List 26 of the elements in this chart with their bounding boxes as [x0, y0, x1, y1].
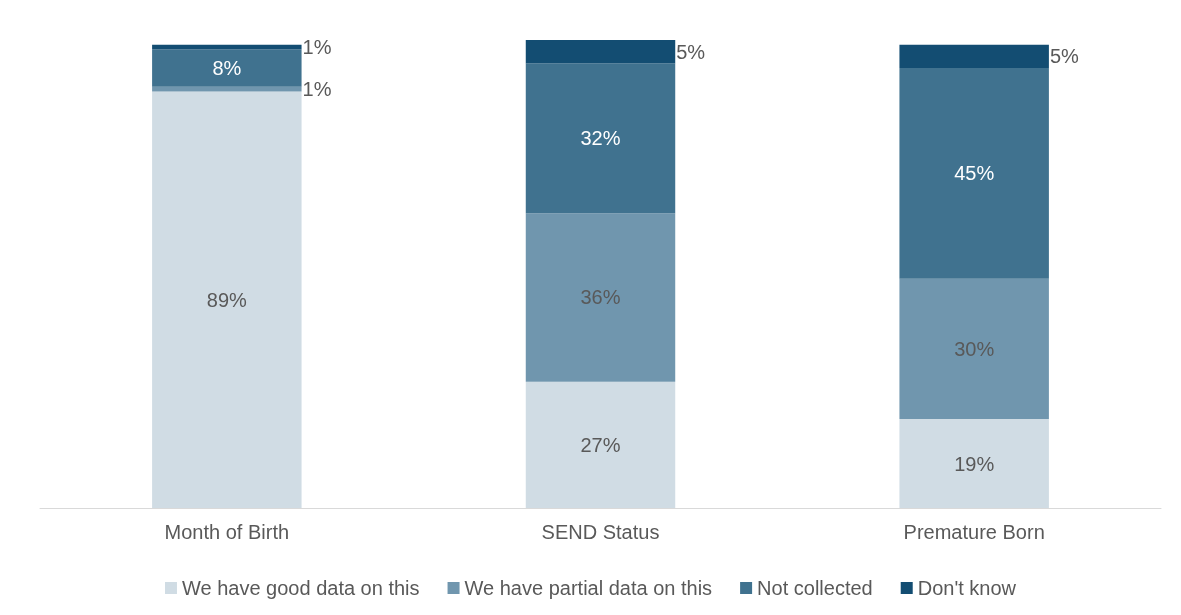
bar: [525, 63, 676, 214]
data-label: 1%: [302, 36, 332, 59]
legend-label: Not collected: [757, 577, 873, 599]
bar: [152, 49, 302, 87]
data-label: 1%: [302, 78, 332, 101]
bar: [899, 44, 1049, 69]
data-label: 45%: [954, 162, 995, 185]
data-label: 89%: [206, 288, 248, 311]
bar: [899, 278, 1049, 420]
bar: [525, 40, 676, 64]
data-label: 36%: [580, 286, 621, 309]
data-label: 5%: [676, 40, 706, 63]
data-label: 27%: [580, 433, 621, 456]
data-label: 30%: [954, 337, 995, 360]
x-tick-label: Premature Born: [903, 521, 1045, 543]
bar: [525, 213, 676, 382]
data-label: 8%: [212, 57, 242, 80]
legend-label: We have good data on this: [181, 577, 420, 599]
data-label: 5%: [1049, 45, 1080, 68]
bar: [899, 68, 1049, 279]
x-tick-label: Month of Birth: [164, 521, 290, 543]
x-tick-label: SEND Status: [541, 521, 660, 543]
data-label: 19%: [954, 452, 995, 475]
data-label: 32%: [580, 127, 621, 150]
legend-label: We have partial data on this: [464, 577, 713, 599]
legend-label: Don't know: [917, 577, 1017, 599]
